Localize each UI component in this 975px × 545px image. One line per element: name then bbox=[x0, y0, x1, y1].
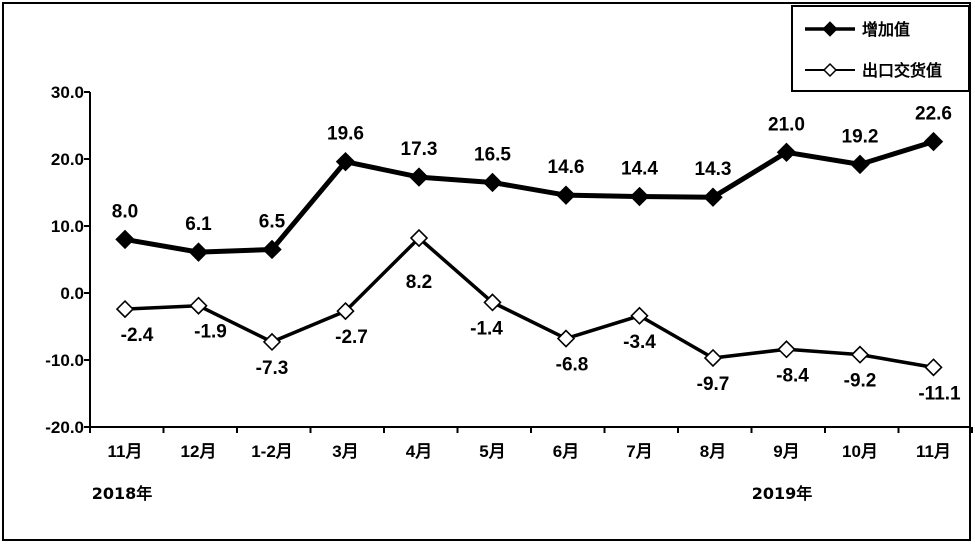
x-tick-label: 9月 bbox=[773, 442, 799, 461]
series-2-data-label: -1.9 bbox=[194, 322, 227, 343]
series-2-data-label: -2.4 bbox=[121, 325, 154, 346]
y-tick-label: 0.0 bbox=[60, 284, 84, 303]
year-label-2019: 2019年 bbox=[752, 484, 813, 503]
series-2-point bbox=[115, 299, 135, 319]
series-2-data-label: -9.2 bbox=[844, 371, 877, 392]
series-2-point bbox=[189, 296, 208, 315]
series-2-data-label: -6.8 bbox=[556, 355, 589, 376]
legend-label-series-2: 出口交货值 bbox=[862, 61, 942, 80]
series-2-point bbox=[262, 332, 282, 352]
series-1-data-label: 14.4 bbox=[621, 159, 658, 180]
series-2-point bbox=[850, 345, 870, 364]
series-2-data-label: -3.4 bbox=[623, 332, 656, 353]
series-1-data-label: 14.3 bbox=[695, 159, 732, 180]
legend-marker-series-2 bbox=[822, 62, 838, 78]
x-tick-label: 1-2月 bbox=[251, 442, 293, 461]
series-1-point bbox=[409, 167, 429, 187]
series-2-point bbox=[924, 358, 943, 377]
series-1-point bbox=[703, 187, 723, 207]
x-tick-label: 8月 bbox=[700, 442, 726, 461]
series-1-point bbox=[629, 186, 650, 207]
series-1-data-label: 22.6 bbox=[915, 104, 952, 125]
series-2-point bbox=[630, 306, 649, 325]
y-tick-label: -20.0 bbox=[45, 418, 84, 437]
legend-marker-series-1 bbox=[822, 21, 838, 37]
series-2-point bbox=[556, 329, 576, 348]
x-tick-label: 11月 bbox=[108, 442, 143, 461]
series-1-point bbox=[556, 185, 576, 205]
series-2-data-label: -9.7 bbox=[697, 374, 730, 395]
year-label-2018: 2018年 bbox=[92, 484, 153, 503]
series-1-data-label: 14.6 bbox=[548, 157, 585, 178]
x-tick-label: 11月 bbox=[916, 442, 951, 461]
series-1-data-label: 21.0 bbox=[768, 114, 805, 135]
series-2-data-label: -2.7 bbox=[335, 327, 368, 348]
series-1-data-label: 6.5 bbox=[259, 211, 286, 232]
series-2-point bbox=[483, 293, 502, 312]
series-1-point bbox=[482, 172, 503, 193]
y-tick-label: 30.0 bbox=[51, 83, 84, 102]
x-tick-label: 4月 bbox=[406, 442, 432, 461]
series-1-data-label: 6.1 bbox=[185, 214, 212, 235]
series-2-point bbox=[777, 340, 796, 359]
series-2-point bbox=[409, 228, 429, 248]
series-1-data-label: 19.6 bbox=[327, 124, 364, 145]
series-2-point bbox=[703, 348, 723, 368]
series-line-2 bbox=[124, 236, 934, 370]
legend-box bbox=[791, 5, 970, 92]
y-tick-label: 20.0 bbox=[51, 150, 84, 169]
series-1-point bbox=[335, 151, 356, 172]
series-1-point bbox=[850, 154, 870, 175]
series-1-point bbox=[188, 242, 209, 262]
legend-label-series-1: 增加值 bbox=[862, 20, 910, 39]
series-1-data-label: 17.3 bbox=[401, 139, 438, 160]
series-1-point bbox=[115, 229, 135, 250]
series-2-data-label: -11.1 bbox=[918, 383, 961, 404]
x-tick-label: 10月 bbox=[842, 442, 878, 461]
x-tick-label: 5月 bbox=[479, 442, 505, 461]
series-2-point bbox=[336, 301, 355, 321]
x-tick-label: 6月 bbox=[553, 442, 579, 461]
series-2-data-label: -8.4 bbox=[776, 365, 809, 386]
series-1-data-label: 19.2 bbox=[842, 126, 879, 147]
series-1-point bbox=[262, 239, 282, 260]
x-tick-label: 3月 bbox=[332, 442, 358, 461]
x-tick-label: 7月 bbox=[626, 442, 652, 461]
series-2-data-label: 8.2 bbox=[406, 272, 432, 293]
series-1-point bbox=[776, 142, 797, 163]
y-tick-label: -10.0 bbox=[45, 351, 84, 370]
x-tick-label: 12月 bbox=[181, 442, 217, 461]
series-1-point bbox=[923, 131, 944, 152]
y-tick-label: 10.0 bbox=[51, 217, 84, 236]
series-1-data-label: 8.0 bbox=[112, 201, 138, 222]
series-2-data-label: -1.4 bbox=[470, 318, 503, 339]
series-2-data-label: -7.3 bbox=[256, 358, 289, 379]
series-1-data-label: 16.5 bbox=[474, 144, 511, 165]
series-line-1 bbox=[124, 139, 935, 255]
